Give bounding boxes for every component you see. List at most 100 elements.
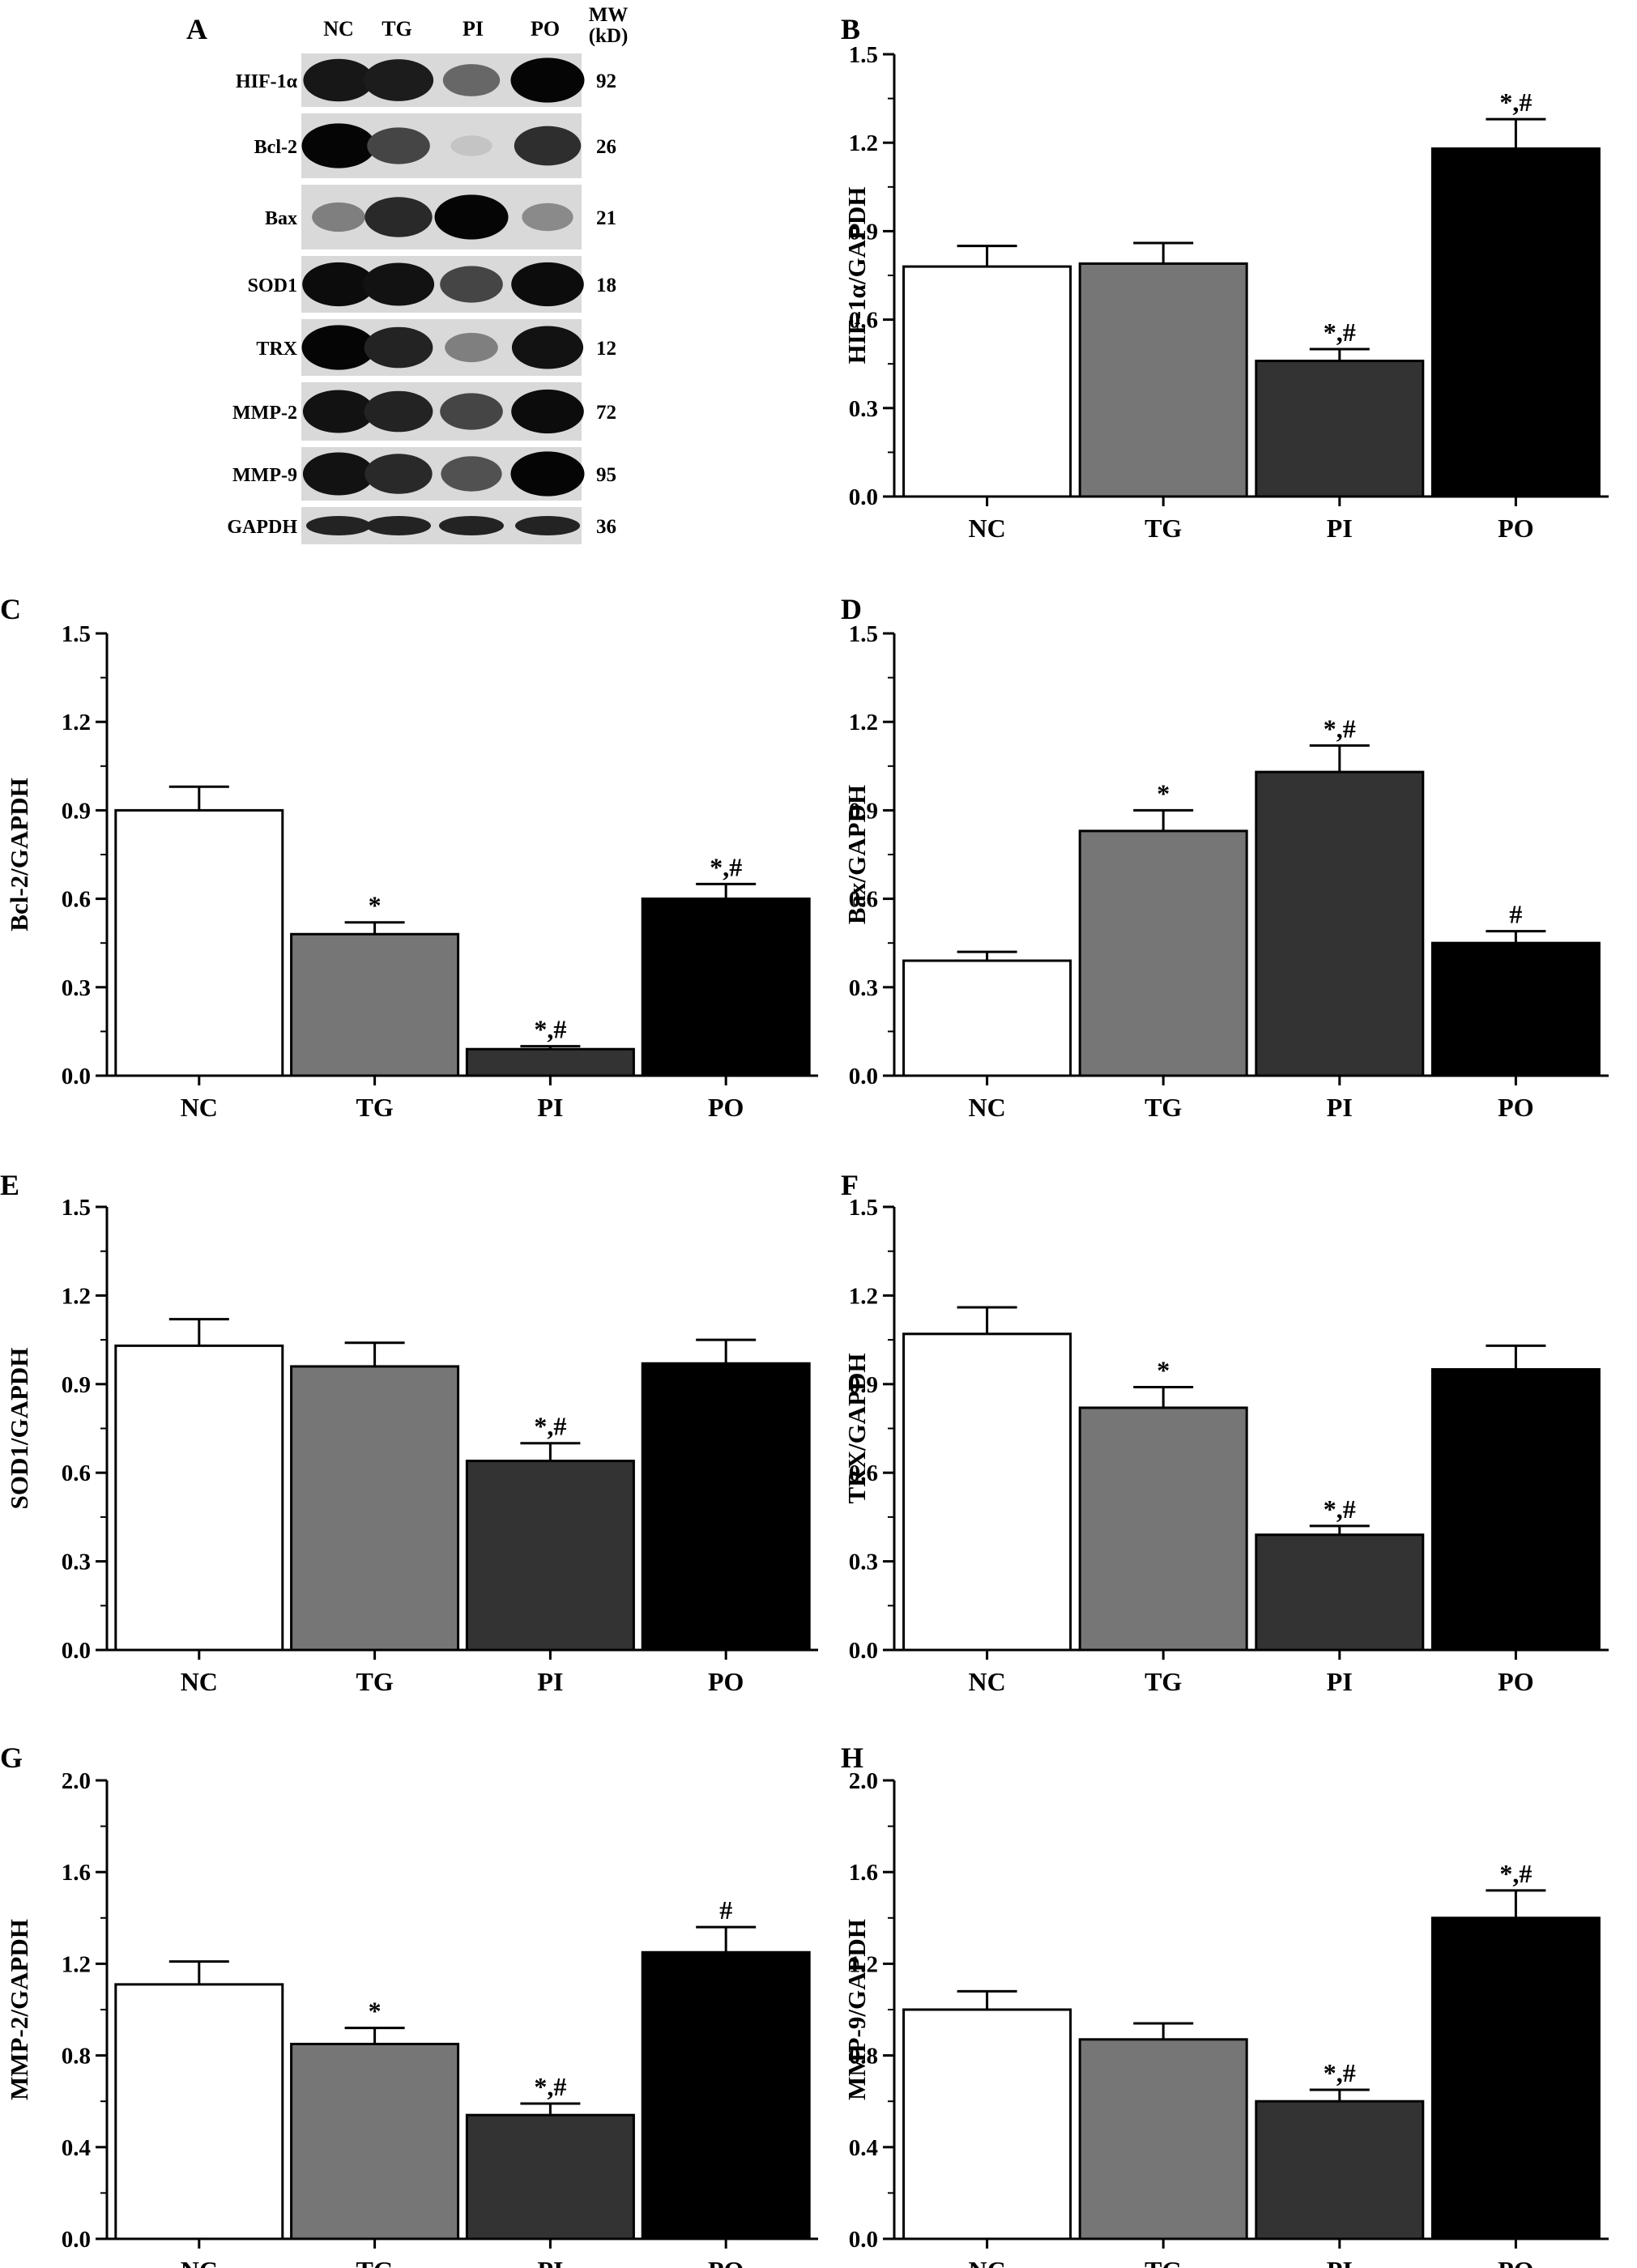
y-tick-label: 0.0 <box>62 2227 91 2253</box>
y-tick-label: 0.9 <box>62 1372 91 1398</box>
y-axis-title: TRX/GAPDH <box>842 1354 871 1504</box>
bar-tg <box>1078 1406 1248 1652</box>
panel-label: A <box>186 13 207 45</box>
y-tick-label: 0.0 <box>62 1064 91 1089</box>
y-tick-label: 0.4 <box>62 2135 91 2161</box>
y-tick-label: 0.6 <box>62 1460 91 1486</box>
blot-band <box>364 197 433 237</box>
y-tick-label: 0.9 <box>849 219 878 245</box>
y-tick-label: 1.2 <box>62 1951 91 1977</box>
bar-pi <box>1255 2100 1425 2240</box>
blot-row: MMP-2 72 <box>232 382 616 441</box>
y-tick-label: 0.9 <box>849 798 878 824</box>
bar-nc <box>902 265 1072 498</box>
significance-label: *,# <box>1324 714 1356 743</box>
x-tick-label: TG <box>356 2256 393 2268</box>
blot-band <box>362 262 435 306</box>
y-tick-label: 1.2 <box>849 710 878 735</box>
blot-band <box>312 202 365 232</box>
x-tick-label: PI <box>1327 1093 1353 1122</box>
bar-tg <box>1078 2038 1248 2240</box>
mw-value: 72 <box>596 402 616 424</box>
significance-label: *,# <box>710 852 742 881</box>
y-axis-title: MMP-2/GAPDH <box>5 1919 33 2100</box>
bar-tg <box>290 932 460 1077</box>
blot-band <box>450 135 492 156</box>
x-tick-label: TG <box>356 1093 393 1122</box>
y-tick-label: 2.0 <box>62 1768 91 1794</box>
x-tick-label: PI <box>537 2256 563 2268</box>
x-tick-label: TG <box>356 1667 393 1696</box>
bar-pi <box>465 1047 635 1077</box>
blot-row: Bax 21 <box>265 185 616 249</box>
bar-tg <box>290 2042 460 2240</box>
blot-band <box>366 516 431 535</box>
bar-po <box>641 1362 811 1652</box>
y-tick-label: 1.2 <box>849 130 878 156</box>
y-tick-label: 1.5 <box>849 1195 878 1221</box>
blot-band <box>363 59 434 101</box>
y-tick-label: 1.5 <box>62 1195 91 1221</box>
x-tick-label: PI <box>1327 1667 1353 1696</box>
blot-band <box>302 390 375 433</box>
y-tick-label: 0.9 <box>62 798 91 824</box>
significance-label: *,# <box>1324 2058 1356 2087</box>
y-axis-title: SOD1/GAPDH <box>5 1348 33 1510</box>
bar-nc <box>114 808 284 1077</box>
bar-nc <box>114 1344 284 1652</box>
significance-label: *,# <box>534 1015 566 1044</box>
blot-row: MMP-9 95 <box>232 447 616 501</box>
x-tick-label: PO <box>708 2256 744 2268</box>
blot-band <box>510 58 585 103</box>
chart-b: B 0.0 0.3 0.6 0.9 1.2 1.5 HIF-1α/GAPDH NC TG PI *,#… <box>841 13 1609 543</box>
blot-row: Bcl-2 26 <box>254 113 616 178</box>
bar-po <box>641 897 811 1077</box>
x-tick-label: NC <box>968 2256 1005 2268</box>
chart-d: D 0.0 0.3 0.6 0.9 1.2 1.5 Bax/GAPDH NC TG * PI *,# PO… <box>841 593 1609 1122</box>
x-tick-label: PI <box>1327 514 1353 543</box>
blot-band <box>301 123 376 168</box>
bar-nc <box>114 1983 284 2240</box>
y-tick-label: 0.3 <box>62 975 91 1001</box>
bar-po <box>1430 1368 1601 1652</box>
blot-band <box>302 262 375 307</box>
bar-pi <box>1255 770 1425 1077</box>
western-blot-panel: A NC TG PI PO MW(kD) HIF-1α 92 Bcl-2 26 Bax 21 SOD1 1… <box>186 4 628 544</box>
chart-h: H 0.0 0.4 0.8 1.2 1.6 2.0 MMP-9/GAPDH NC TG PI *,# P… <box>841 1742 1609 2268</box>
y-tick-label: 0.3 <box>62 1550 91 1575</box>
mw-value: 95 <box>596 464 616 486</box>
y-tick-label: 0.6 <box>849 1460 878 1486</box>
blot-band <box>434 194 509 240</box>
mw-value: 92 <box>596 70 616 92</box>
mw-value: 21 <box>596 207 616 229</box>
y-tick-label: 0.3 <box>849 975 878 1001</box>
mw-header: (kD) <box>589 25 629 47</box>
protein-label: TRX <box>256 339 297 360</box>
blot-row: TRX 12 <box>256 319 616 376</box>
blot-band <box>510 451 585 497</box>
lane-label: TG <box>382 17 412 40</box>
blot-band <box>439 516 504 535</box>
x-tick-label: PI <box>537 1093 563 1122</box>
y-tick-label: 0.6 <box>62 887 91 913</box>
blot-band <box>441 456 502 492</box>
mw-value: 18 <box>596 275 616 296</box>
y-axis-title: Bcl-2/GAPDH <box>5 778 33 931</box>
bar-pi <box>465 1460 635 1652</box>
chart-c: C 0.0 0.3 0.6 0.9 1.2 1.5 Bcl-2/GAPDH NC TG * PI *,#… <box>0 593 818 1122</box>
protein-label: GAPDH <box>227 517 297 538</box>
blot-band <box>511 326 584 369</box>
bar-nc <box>902 2008 1072 2240</box>
x-tick-label: PO <box>1498 1093 1533 1122</box>
y-tick-label: 1.2 <box>849 1283 878 1309</box>
significance-label: *,# <box>534 2072 566 2101</box>
bar-chart-panels: B 0.0 0.3 0.6 0.9 1.2 1.5 HIF-1α/GAPDH NC TG PI *,#… <box>0 13 1609 2268</box>
x-tick-label: NC <box>968 514 1005 543</box>
panel-label: F <box>841 1169 859 1201</box>
bar-pi <box>1255 1533 1425 1652</box>
panel-label: G <box>0 1742 23 1774</box>
blot-band <box>511 389 584 434</box>
y-axis-title: Bax/GAPDH <box>842 785 871 924</box>
chart-g: G 0.0 0.4 0.8 1.2 1.6 2.0 MMP-2/GAPDH NC TG * PI *,#… <box>0 1742 818 2268</box>
y-tick-label: 0.3 <box>849 396 878 422</box>
